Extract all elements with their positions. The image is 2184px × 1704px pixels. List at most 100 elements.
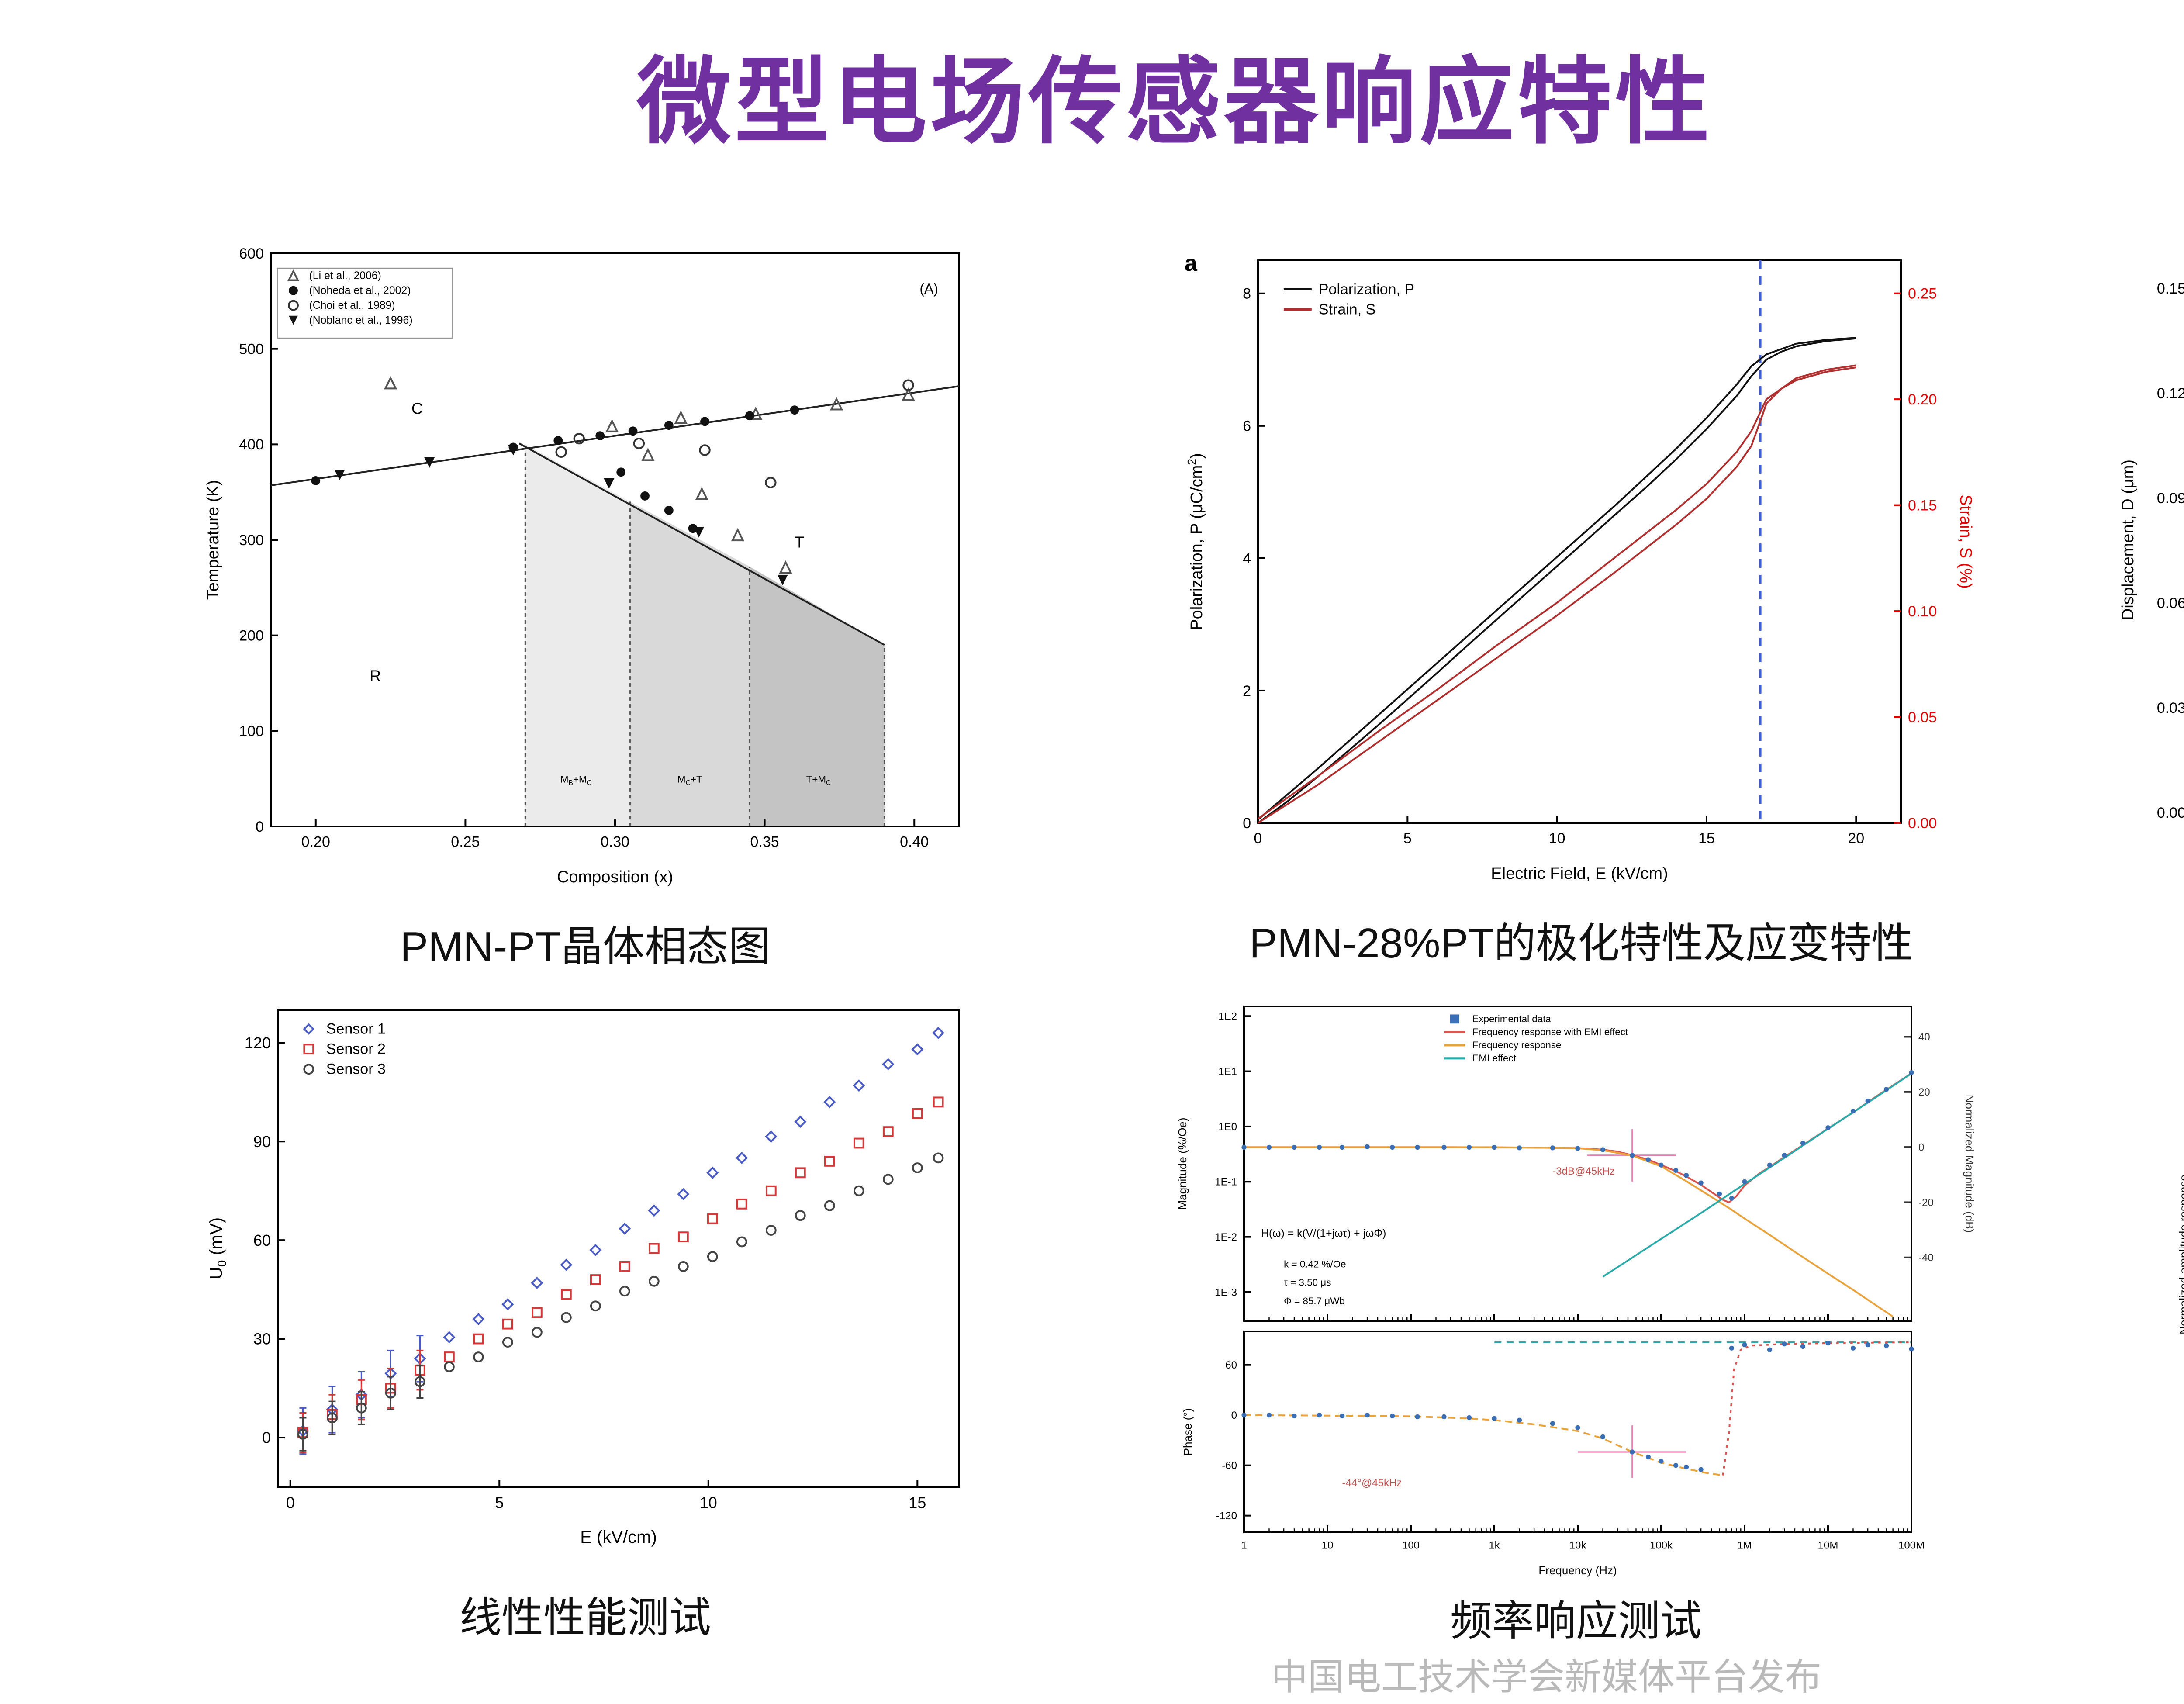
svg-text:Polarization, P: Polarization, P: [1319, 281, 1414, 297]
svg-text:a: a: [1185, 251, 1198, 276]
svg-text:120: 120: [245, 1034, 271, 1052]
figure-caption: 形变特征在不同平面的分布: [2123, 898, 2184, 959]
svg-text:400: 400: [239, 436, 264, 453]
svg-text:C: C: [411, 399, 423, 417]
svg-text:0.10: 0.10: [1908, 603, 1937, 620]
svg-text:0.25: 0.25: [1908, 286, 1937, 302]
svg-text:T: T: [795, 533, 804, 551]
svg-text:k = 0.42 %/Oe: k = 0.42 %/Oe: [1284, 1258, 1346, 1269]
svg-text:10: 10: [1322, 1540, 1334, 1552]
page-title: 微型电场传感器响应特性: [637, 51, 1713, 156]
svg-text:T+MC: T+MC: [806, 774, 831, 786]
footer-watermark: 中国电工技术学会新媒体平台发布: [1271, 1658, 1821, 1698]
svg-text:1E-1: 1E-1: [1215, 1176, 1237, 1188]
svg-text:1E-2: 1E-2: [1215, 1231, 1237, 1243]
svg-text:1k: 1k: [1489, 1540, 1500, 1552]
svg-text:Normalized Magnitude (dB): Normalized Magnitude (dB): [1963, 1095, 1976, 1233]
svg-text:R: R: [370, 667, 381, 685]
svg-text:0.15: 0.15: [1908, 497, 1937, 514]
svg-text:Frequency response: Frequency response: [1472, 1040, 1561, 1051]
svg-text:Polarization, P (μC/cm2): Polarization, P (μC/cm2): [1185, 453, 1206, 630]
svg-text:-3dB@45kHz: -3dB@45kHz: [1552, 1165, 1615, 1177]
svg-text:Sensor 2: Sensor 2: [326, 1041, 386, 1058]
svg-text:Frequency (Hz): Frequency (Hz): [1538, 1564, 1617, 1577]
svg-text:10k: 10k: [1569, 1540, 1587, 1552]
svg-text:0.20: 0.20: [1908, 391, 1937, 408]
figure-temperature: -20-1001020304050607080900.940.950.960.9…: [2167, 1001, 2184, 1557]
svg-text:(Noheda et al., 2002): (Noheda et al., 2002): [309, 285, 411, 297]
frequency-phase-chart: 1 10 100 1k 10k 100k 1M 10M 100M -120 -60 0 60 Freque…: [1181, 1331, 1925, 1577]
svg-text:60: 60: [253, 1231, 271, 1249]
svg-text:Electric Field, E (kV/cm): Electric Field, E (kV/cm): [1491, 864, 1668, 883]
svg-text:30: 30: [253, 1330, 271, 1348]
svg-text:0.06: 0.06: [2157, 595, 2184, 612]
svg-text:τ = 3.50 μs: τ = 3.50 μs: [1284, 1277, 1331, 1288]
svg-text:1E1: 1E1: [1218, 1066, 1237, 1078]
svg-text:-40: -40: [1918, 1252, 1934, 1264]
svg-text:500: 500: [239, 341, 264, 358]
svg-text:Phase (°): Phase (°): [1181, 1408, 1194, 1456]
svg-text:0: 0: [262, 1429, 271, 1447]
svg-text:90: 90: [253, 1133, 271, 1151]
figure-caption: 频率响应测试: [1450, 1599, 1702, 1646]
svg-text:8: 8: [1243, 286, 1251, 302]
svg-text:5: 5: [1403, 830, 1412, 847]
svg-text:0: 0: [1918, 1142, 1924, 1154]
svg-text:0: 0: [286, 1493, 295, 1511]
svg-text:300: 300: [239, 532, 264, 549]
svg-text:0.35: 0.35: [750, 834, 779, 850]
svg-text:E (kV/cm): E (kV/cm): [580, 1528, 657, 1547]
svg-text:EMI effect: EMI effect: [1472, 1053, 1516, 1064]
svg-text:40: 40: [1918, 1031, 1930, 1043]
svg-text:1: 1: [1241, 1540, 1247, 1552]
figure-frequency-response: 1E-3 1E-2 1E-1 1E0 1E1 1E2 -40 -20 0 20 40 Normaliz…: [1174, 996, 1978, 1581]
svg-text:Sensor 1: Sensor 1: [326, 1021, 386, 1037]
svg-text:(Choi et al., 1989): (Choi et al., 1989): [309, 300, 395, 311]
svg-text:20: 20: [1918, 1086, 1930, 1098]
displacement-chart: -400-20002004000.000.030.060.090.120.15L…: [2119, 280, 2184, 821]
svg-text:4: 4: [1243, 550, 1251, 567]
svg-text:Strain, S (%): Strain, S (%): [1956, 494, 1975, 588]
linearity-chart: 0 5 10 15 0 30 60 90 120 E (kV/cm) U0 (mV) Sensor 1…: [207, 1009, 960, 1547]
phase-diagram-chart: 0.20 0.25 0.30 0.35 0.40 0 100 200 300 400 500 600 C…: [204, 245, 960, 886]
svg-text:Temperature (K): Temperature (K): [204, 480, 222, 600]
svg-text:Magnitude (%/Oe): Magnitude (%/Oe): [1176, 1118, 1189, 1210]
svg-text:600: 600: [239, 245, 264, 262]
figure-polarization-strain: 0 5 10 15 20 0 2 4 6 8 0.00 0.05 0.10 0.15 0.20 0.25 Str…: [1174, 239, 1981, 900]
svg-text:2: 2: [1243, 683, 1251, 699]
frequency-magnitude-chart: 1E-3 1E-2 1E-1 1E0 1E1 1E2 -40 -20 0 20 40 Normaliz…: [1176, 1006, 1976, 1322]
svg-text:15: 15: [1698, 830, 1715, 847]
svg-text:0.25: 0.25: [451, 834, 480, 850]
svg-text:0.30: 0.30: [601, 834, 629, 850]
svg-text:60: 60: [1225, 1359, 1237, 1371]
svg-text:5: 5: [495, 1493, 504, 1511]
svg-text:MC+T: MC+T: [677, 774, 702, 786]
svg-text:100M: 100M: [1898, 1540, 1925, 1552]
svg-text:0.12: 0.12: [2157, 385, 2184, 402]
svg-text:10: 10: [1549, 830, 1565, 847]
svg-text:6: 6: [1243, 418, 1251, 435]
svg-text:0.20: 0.20: [301, 834, 330, 850]
svg-text:0.05: 0.05: [1908, 709, 1937, 726]
svg-text:-60: -60: [1222, 1460, 1237, 1472]
svg-text:1E0: 1E0: [1218, 1121, 1237, 1133]
svg-text:1M: 1M: [1737, 1540, 1752, 1552]
polarization-strain-chart: 0 5 10 15 20 0 2 4 6 8 0.00 0.05 0.10 0.15 0.20 0.25 Str…: [1185, 251, 1975, 883]
svg-text:Experimental data: Experimental data: [1472, 1013, 1551, 1024]
svg-text:20: 20: [1848, 830, 1864, 847]
svg-text:Φ = 85.7 μWb: Φ = 85.7 μWb: [1284, 1296, 1345, 1307]
svg-text:0.15: 0.15: [2157, 280, 2184, 297]
svg-text:0: 0: [1243, 815, 1251, 832]
figure-caption: PMN-28%PT的极化特性及应变特性: [1249, 921, 1914, 968]
figure-caption: 温度特性测试: [2167, 1586, 2184, 1648]
svg-text:MB+MC: MB+MC: [560, 774, 592, 786]
svg-text:0.09: 0.09: [2157, 490, 2184, 507]
svg-text:Frequency response with EMI ef: Frequency response with EMI effect: [1472, 1027, 1628, 1037]
svg-text:Normalized amplitude response: Normalized amplitude response: [2177, 1175, 2184, 1334]
svg-text:(Li et al., 2006): (Li et al., 2006): [309, 270, 381, 282]
svg-text:U0 (mV): U0 (mV): [207, 1217, 229, 1279]
svg-text:100: 100: [239, 723, 264, 740]
temperature-chart: -20-1001020304050607080900.940.950.960.9…: [2177, 1175, 2184, 1334]
svg-text:Strain, S: Strain, S: [1319, 301, 1375, 318]
